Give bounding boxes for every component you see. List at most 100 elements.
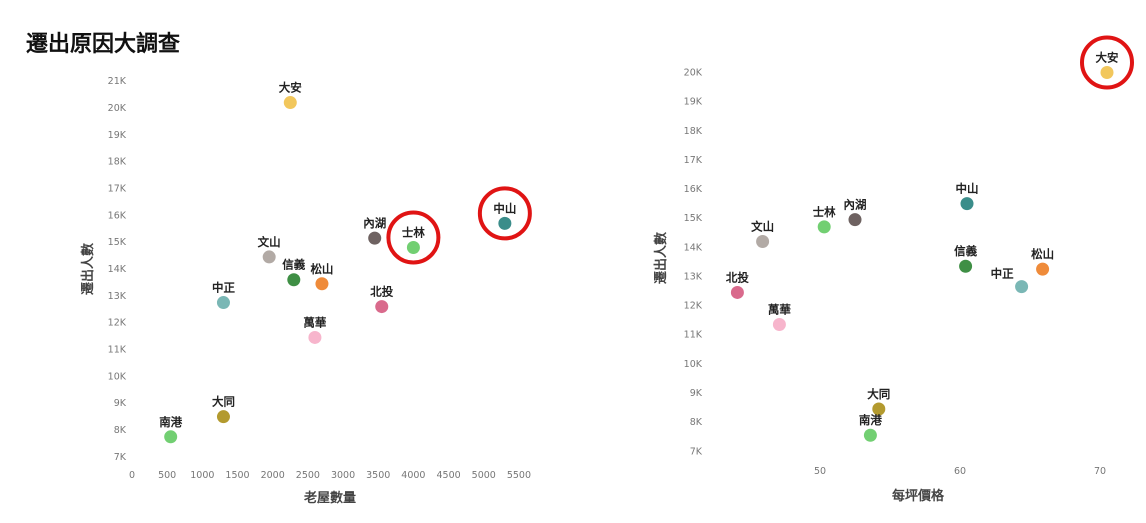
data-point[interactable] <box>960 197 974 211</box>
y-tick-label: 10K <box>684 359 703 370</box>
y-tick-label: 7K <box>690 446 703 457</box>
data-point[interactable] <box>164 430 178 444</box>
data-point[interactable] <box>772 318 786 332</box>
highlight-circle <box>386 210 441 265</box>
data-point[interactable] <box>730 285 744 299</box>
data-point[interactable] <box>1036 262 1050 276</box>
data-point[interactable] <box>848 213 862 227</box>
x-tick-label: 2000 <box>261 470 285 481</box>
data-point[interactable] <box>368 231 382 245</box>
data-point-label: 大安 <box>1096 50 1119 64</box>
y-tick-label: 7K <box>114 452 127 463</box>
data-point[interactable] <box>1015 280 1029 294</box>
x-tick-label: 0 <box>129 470 135 481</box>
data-point-label: 大同 <box>212 395 235 409</box>
data-point-label: 南港 <box>859 413 882 427</box>
data-point-label: 北投 <box>726 270 749 284</box>
data-point-label: 信義 <box>282 258 305 272</box>
highlight-circle <box>1080 35 1134 90</box>
x-tick-label: 4500 <box>436 470 460 481</box>
page-title: 遷出原因大調查 <box>26 32 181 57</box>
x-tick-label: 1000 <box>190 470 214 481</box>
data-point[interactable] <box>216 410 230 424</box>
data-point-label: 大安 <box>279 81 302 95</box>
data-point[interactable] <box>283 96 297 110</box>
x-axis-title: 老屋數量 <box>303 490 356 506</box>
y-tick-label: 15K <box>108 237 127 248</box>
y-tick-label: 12K <box>684 301 703 312</box>
scatter-chart-old-houses: 7K 8K 9K 10K 11K 12K 13K 14K 15K 16K 17K 18K 19K 20K 2… <box>80 76 532 506</box>
x-axis-title: 每坪價格 <box>892 488 945 504</box>
data-point-label: 文山 <box>751 219 774 233</box>
data-point-label: 中正 <box>212 281 235 295</box>
y-tick-label: 18K <box>108 157 127 168</box>
y-tick-label: 14K <box>108 264 127 275</box>
y-tick-label: 18K <box>684 126 703 137</box>
data-point-label: 士林 <box>402 226 425 240</box>
y-tick-label: 16K <box>684 184 703 195</box>
y-tick-label: 21K <box>108 76 127 87</box>
data-point[interactable] <box>406 241 420 255</box>
x-tick-label: 500 <box>158 470 176 481</box>
data-point[interactable] <box>287 273 301 287</box>
y-axis-title: 遷出人數 <box>653 232 669 284</box>
data-point[interactable] <box>959 259 973 273</box>
y-tick-label: 13K <box>684 271 703 282</box>
data-point[interactable] <box>216 296 230 310</box>
data-point-label: 萬華 <box>768 303 791 317</box>
data-point-label: 松山 <box>1031 247 1054 261</box>
y-tick-label: 19K <box>684 97 703 108</box>
data-point[interactable] <box>872 402 886 416</box>
x-tick-label: 60 <box>954 466 966 477</box>
y-tick-label: 17K <box>108 183 127 194</box>
y-axis-title: 遷出人數 <box>80 243 96 295</box>
y-tick-label: 14K <box>684 242 703 253</box>
data-point[interactable] <box>498 216 512 230</box>
y-tick-label: 12K <box>108 318 127 329</box>
y-tick-label: 9K <box>114 398 127 409</box>
data-point[interactable] <box>308 330 322 344</box>
y-tick-label: 15K <box>684 213 703 224</box>
x-tick-label: 70 <box>1094 466 1106 477</box>
data-point-label: 南港 <box>159 415 182 429</box>
x-tick-label: 2500 <box>296 470 320 481</box>
y-tick-label: 8K <box>690 417 703 428</box>
data-point-label: 中正 <box>991 267 1014 281</box>
data-point[interactable] <box>1100 65 1114 79</box>
highlight-circle <box>477 186 532 241</box>
x-tick-label: 5500 <box>507 470 531 481</box>
data-point-label: 內湖 <box>844 198 867 212</box>
data-point[interactable] <box>863 428 877 442</box>
y-tick-label: 9K <box>690 388 703 399</box>
x-tick-label: 1500 <box>225 470 249 481</box>
x-tick-label: 50 <box>814 466 826 477</box>
y-tick-label: 11K <box>108 345 127 356</box>
data-point-label: 內湖 <box>363 216 386 230</box>
y-tick-label: 20K <box>108 103 127 114</box>
data-point-label: 文山 <box>258 235 281 249</box>
data-point-label: 萬華 <box>303 315 326 329</box>
y-tick-label: 8K <box>114 425 127 436</box>
data-point-label: 中山 <box>956 182 979 196</box>
data-point[interactable] <box>262 250 276 264</box>
x-tick-label: 3500 <box>366 470 390 481</box>
data-point[interactable] <box>315 277 329 291</box>
y-tick-label: 11K <box>684 330 703 341</box>
data-point[interactable] <box>756 234 770 248</box>
y-tick-label: 10K <box>108 371 127 382</box>
data-point-label: 士林 <box>813 205 836 219</box>
y-tick-label: 16K <box>108 210 127 221</box>
x-tick-label: 4000 <box>401 470 425 481</box>
data-point-label: 信義 <box>954 244 977 258</box>
x-tick-label: 5000 <box>472 470 496 481</box>
data-point-label: 松山 <box>310 262 333 276</box>
y-tick-label: 17K <box>684 155 703 166</box>
data-point[interactable] <box>375 300 389 314</box>
data-point[interactable] <box>817 220 831 234</box>
y-tick-label: 19K <box>108 130 127 141</box>
y-tick-label: 13K <box>108 291 127 302</box>
x-tick-label: 3000 <box>331 470 355 481</box>
data-point-label: 北投 <box>370 285 393 299</box>
y-tick-label: 20K <box>684 67 703 78</box>
